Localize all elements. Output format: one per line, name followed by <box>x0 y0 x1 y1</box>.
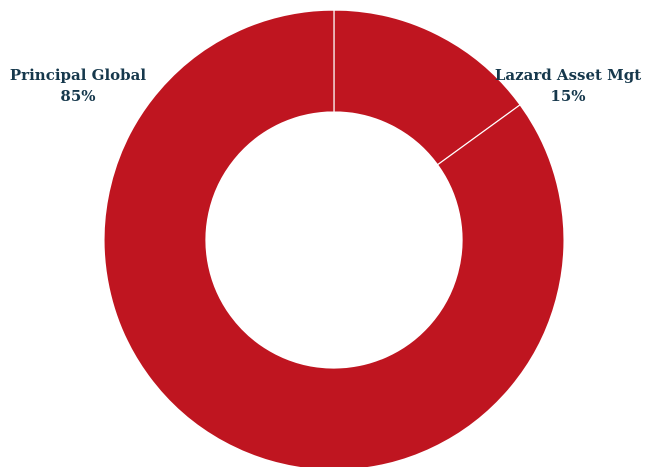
slice-value-principal-global: 85% <box>60 87 95 105</box>
donut-slices <box>103 9 565 467</box>
slice-label-lazard-asset-mgt: Lazard Asset Mgt <box>495 66 641 84</box>
slice-label-principal-global: Principal Global <box>10 66 146 84</box>
slice-lazard-asset-mgt <box>333 9 521 166</box>
slice-value-lazard-asset-mgt: 15% <box>550 87 585 105</box>
slice-labels: Lazard Asset Mgt 15% Principal Global 85% <box>10 66 641 105</box>
slice-principal-global <box>103 9 565 467</box>
